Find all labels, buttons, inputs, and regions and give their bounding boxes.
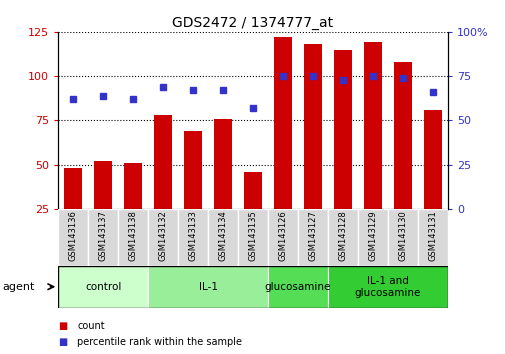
Bar — [148, 209, 178, 266]
Bar — [327, 266, 447, 308]
Bar — [387, 209, 417, 266]
Text: ■: ■ — [58, 321, 67, 331]
Bar — [363, 42, 381, 253]
Text: IL-1: IL-1 — [198, 282, 217, 292]
Text: GSM143129: GSM143129 — [368, 211, 377, 261]
Bar — [148, 266, 268, 308]
Bar — [237, 209, 268, 266]
Text: GSM143127: GSM143127 — [308, 211, 317, 261]
Bar — [184, 131, 201, 253]
Text: agent: agent — [3, 282, 35, 292]
Bar — [94, 161, 112, 253]
Text: GSM143130: GSM143130 — [397, 211, 407, 261]
Bar — [273, 37, 291, 253]
Bar — [333, 50, 351, 253]
Text: GDS2472 / 1374777_at: GDS2472 / 1374777_at — [172, 16, 333, 30]
Bar — [268, 209, 297, 266]
Text: count: count — [77, 321, 105, 331]
Bar — [154, 115, 172, 253]
Text: GSM143135: GSM143135 — [248, 211, 257, 261]
Bar — [297, 209, 327, 266]
Bar — [64, 168, 82, 253]
Text: IL-1 and
glucosamine: IL-1 and glucosamine — [354, 276, 420, 298]
Text: ■: ■ — [58, 337, 67, 347]
Bar — [124, 163, 142, 253]
Text: GSM143138: GSM143138 — [128, 211, 137, 262]
Text: GSM143131: GSM143131 — [427, 211, 436, 261]
Text: GSM143137: GSM143137 — [98, 211, 108, 262]
Bar — [393, 62, 411, 253]
Text: GSM143133: GSM143133 — [188, 211, 197, 262]
Bar — [178, 209, 208, 266]
Bar — [58, 266, 148, 308]
Text: GSM143132: GSM143132 — [158, 211, 167, 261]
Bar — [423, 110, 441, 253]
Bar — [88, 209, 118, 266]
Bar — [214, 119, 232, 253]
Text: percentile rank within the sample: percentile rank within the sample — [77, 337, 242, 347]
Text: GSM143134: GSM143134 — [218, 211, 227, 261]
Bar — [417, 209, 447, 266]
Text: GSM143126: GSM143126 — [278, 211, 287, 261]
Text: glucosamine: glucosamine — [264, 282, 330, 292]
Bar — [357, 209, 387, 266]
Text: GSM143136: GSM143136 — [69, 211, 78, 262]
Bar — [118, 209, 148, 266]
Bar — [268, 266, 327, 308]
Bar — [243, 172, 262, 253]
Bar — [208, 209, 237, 266]
Text: GSM143128: GSM143128 — [338, 211, 347, 261]
Bar — [58, 209, 88, 266]
Text: control: control — [85, 282, 121, 292]
Bar — [327, 209, 357, 266]
Bar — [304, 44, 321, 253]
